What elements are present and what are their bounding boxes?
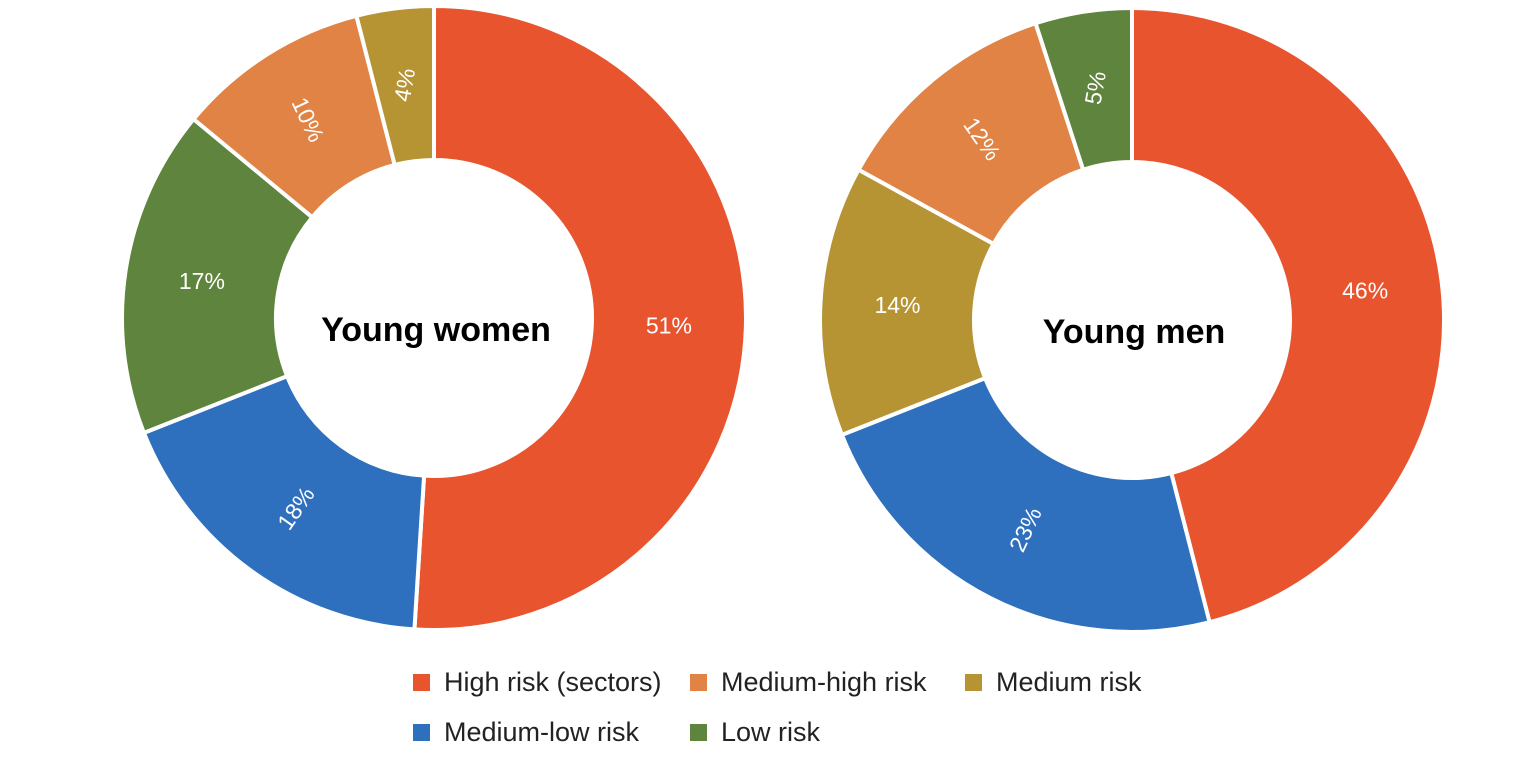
legend-label-high-risk: High risk (sectors) xyxy=(444,667,662,697)
young-women-slice-medium-low-risk xyxy=(141,373,427,632)
legend-swatch-medium-low-risk xyxy=(413,724,430,741)
young-men-center-label: Young men xyxy=(1043,313,1226,351)
legend-label-medium-low-risk: Medium-low risk xyxy=(444,717,640,747)
young-women-data-label-medium-risk: 4% xyxy=(389,66,420,103)
young-men-data-label-high-risk-sectors: 46% xyxy=(1342,278,1388,304)
young-women-data-label-low-risk: 17% xyxy=(179,268,225,294)
legend-swatch-medium-high-risk xyxy=(690,674,707,691)
young-men-slice-high-risk-sectors xyxy=(1130,5,1446,625)
legend-label-low-risk: Low risk xyxy=(721,717,821,747)
legend-item-medium-low-risk: Medium-low risk xyxy=(413,717,639,748)
young-men-data-label-medium-risk: 14% xyxy=(874,292,920,318)
legend-item-medium-high-risk: Medium-high risk xyxy=(690,667,927,698)
legend-item-medium-risk: Medium risk xyxy=(965,667,1142,698)
young-women-center-label: Young women xyxy=(321,311,551,349)
young-men-data-label-low-risk: 5% xyxy=(1080,69,1111,106)
legend-swatch-medium-risk xyxy=(965,674,982,691)
young-men-slice-low-risk xyxy=(1033,5,1134,173)
legend-item-low-risk: Low risk xyxy=(690,717,820,748)
legend-item-high-risk: High risk (sectors) xyxy=(413,667,662,698)
legend-swatch-high-risk xyxy=(413,674,430,691)
legend-label-medium-high-risk: Medium-high risk xyxy=(721,667,927,697)
young-women-slice-medium-risk xyxy=(353,3,436,168)
young-women-data-label-high-risk-sectors: 51% xyxy=(646,312,692,338)
young-women-slice-low-risk xyxy=(120,116,316,436)
young-women-slice-high-risk-sectors xyxy=(412,3,748,632)
young-men-slice-medium-low-risk xyxy=(839,375,1213,634)
legend-label-medium-risk: Medium risk xyxy=(996,667,1142,697)
legend: High risk (sectors) Medium-high risk Med… xyxy=(0,655,1529,760)
donut-charts: 51%18%17%10%4%Young women46%23%14%12%5%Y… xyxy=(120,3,1446,634)
legend-swatch-low-risk xyxy=(690,724,707,741)
young-men-slice-medium-risk xyxy=(818,166,997,438)
